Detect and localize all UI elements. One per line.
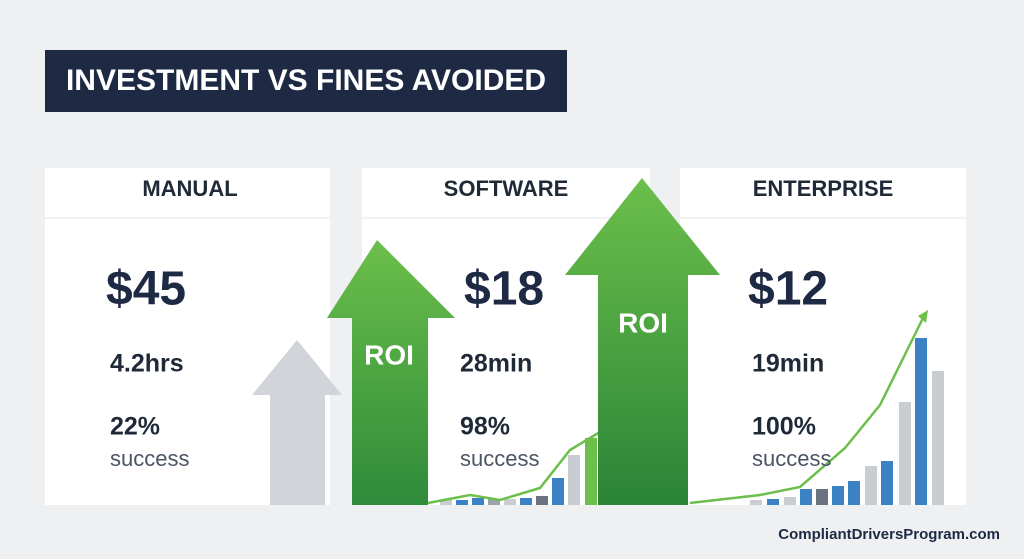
card-rate-label: success	[110, 446, 189, 471]
footer-url: CompliantDriversProgram.com	[778, 526, 1000, 543]
card-rate: 98%	[460, 413, 510, 441]
card-name: ENTERPRISE	[753, 176, 894, 201]
trend-line	[427, 430, 601, 505]
arrow-label: ROI	[618, 307, 668, 338]
card-rate: 22%	[110, 413, 160, 441]
decor-bars	[440, 338, 944, 505]
trend-line	[689, 313, 927, 505]
card-rate-label: success	[752, 446, 831, 471]
card-cost: $12	[748, 263, 828, 316]
card-time: 19min	[752, 350, 824, 378]
card-rate: 100%	[752, 413, 816, 441]
arrow-label: ROI	[364, 339, 414, 370]
card-time: 28min	[460, 350, 532, 378]
card-name: SOFTWARE	[444, 176, 569, 201]
gray-arrow	[252, 340, 342, 505]
card-name: MANUAL	[142, 176, 237, 201]
trend-arrowhead	[918, 310, 928, 323]
title-box	[45, 50, 567, 112]
roi-arrow	[565, 178, 720, 505]
card-cost: $45	[106, 263, 186, 316]
card-rate-label: success	[460, 446, 539, 471]
roi-arrow	[327, 240, 455, 505]
title: INVESTMENT VS FINES AVOIDED	[66, 64, 546, 97]
card-cost: $18	[464, 263, 544, 316]
card-time: 4.2hrs	[110, 350, 184, 378]
